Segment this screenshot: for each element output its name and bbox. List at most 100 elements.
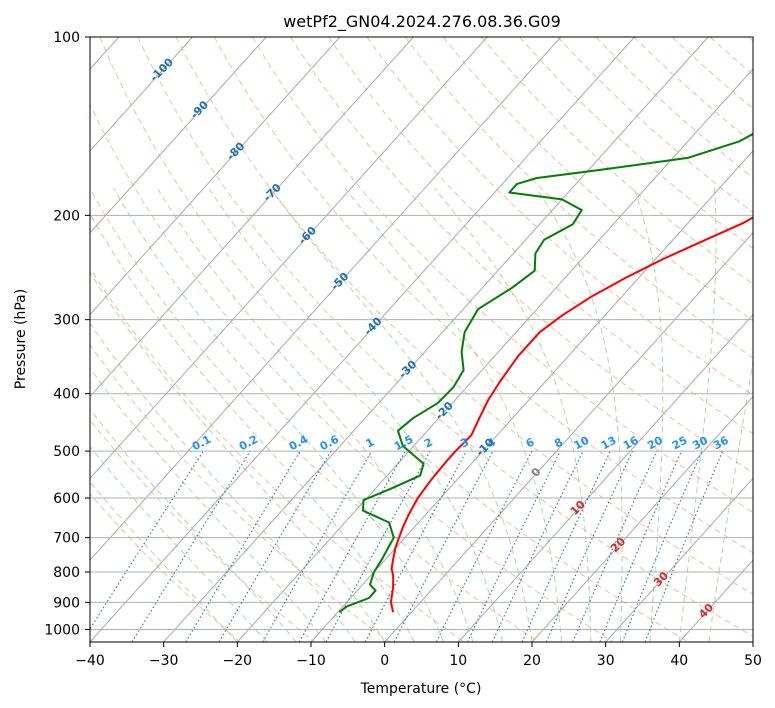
moist-adiabat bbox=[535, 187, 623, 642]
mixing-ratio-line bbox=[621, 450, 703, 642]
mixing-ratio-line bbox=[521, 450, 611, 642]
mixing-ratio-line bbox=[298, 450, 406, 642]
moist-adiabat bbox=[156, 187, 474, 642]
mixing-ratio-line bbox=[185, 450, 301, 642]
moist-adiabat bbox=[90, 408, 297, 642]
moist-adiabat bbox=[90, 212, 415, 642]
dry-adiabat bbox=[557, 37, 753, 214]
mixing-ratio-label: 1.5 bbox=[392, 433, 415, 454]
mixing-ratio-label: 36 bbox=[711, 434, 731, 453]
x-tick-label: −10 bbox=[296, 653, 326, 669]
mixing-ratio-line bbox=[131, 450, 251, 642]
moist-adiabat bbox=[633, 188, 664, 642]
plot-series bbox=[338, 132, 753, 613]
y-tick-label: 200 bbox=[53, 208, 80, 224]
dry-adiabat bbox=[519, 37, 753, 249]
mixing-ratio-line bbox=[599, 450, 682, 642]
mixing-ratio-line bbox=[325, 450, 431, 642]
y-tick-label: 700 bbox=[53, 531, 80, 547]
moist-adiabat bbox=[113, 187, 445, 642]
isotherm-line bbox=[90, 37, 193, 152]
x-tick-label: 30 bbox=[597, 653, 615, 669]
dry-adiabat bbox=[213, 37, 753, 554]
y-tick-label: 400 bbox=[53, 387, 80, 403]
y-tick-label: 500 bbox=[53, 444, 80, 460]
mixing-ratio-line bbox=[90, 450, 204, 630]
moist-adiabat bbox=[90, 271, 386, 642]
isotherm-line bbox=[90, 37, 488, 480]
isotherm-line bbox=[90, 37, 414, 398]
isotherm-line bbox=[605, 477, 753, 642]
dry-adiabat bbox=[90, 343, 390, 642]
isotherm-line bbox=[90, 37, 267, 234]
y-tick-label: 1000 bbox=[44, 622, 80, 638]
x-tick-label: −30 bbox=[149, 653, 179, 669]
mixing-ratio-line bbox=[435, 450, 533, 642]
moist-adiabat bbox=[90, 322, 356, 642]
x-axis: −40 −30 −20 −10 0 10 20 30 40 50 bbox=[75, 642, 762, 669]
mixing-ratio-label: 20 bbox=[645, 434, 665, 453]
x-tick-label: −40 bbox=[75, 653, 105, 669]
x-tick-label: 10 bbox=[449, 653, 467, 669]
y-tick-label: 600 bbox=[53, 491, 80, 507]
moist-adiabat bbox=[90, 481, 238, 642]
dry-adiabat bbox=[99, 37, 689, 642]
mixing-ratio-line bbox=[644, 450, 724, 642]
isotherm-line bbox=[90, 37, 341, 316]
moist-adiabat bbox=[344, 187, 562, 642]
y-axis-label: Pressure (hPa) bbox=[13, 289, 29, 389]
x-tick-label: 20 bbox=[523, 653, 541, 669]
isotherm-line bbox=[163, 37, 709, 642]
isotherm-line bbox=[90, 37, 562, 561]
moist-adiabat bbox=[208, 187, 503, 642]
mixing-ratio-line bbox=[262, 450, 373, 642]
mixing-ratio-label: 30 bbox=[690, 434, 710, 453]
x-tick-label: 50 bbox=[744, 653, 762, 669]
moist-adiabat bbox=[90, 445, 268, 642]
x-tick-label: 40 bbox=[670, 653, 688, 669]
dry-adiabat bbox=[404, 37, 753, 359]
mixing-ratio-label: 16 bbox=[621, 434, 641, 453]
y-axis: 100 200 300 400 500 600 700 800 900 1000 bbox=[44, 30, 90, 638]
mixing-ratio-line bbox=[467, 450, 561, 642]
mixing-ratio-line bbox=[572, 450, 658, 642]
moist-adiabat bbox=[269, 187, 533, 642]
isotherm-line bbox=[752, 641, 753, 642]
x-tick-label: −20 bbox=[223, 653, 253, 669]
dry-adiabat bbox=[90, 418, 316, 642]
mixing-ratio-label: 2 bbox=[422, 435, 435, 450]
y-tick-label: 100 bbox=[53, 30, 80, 46]
isotherm-line bbox=[310, 150, 753, 642]
mixing-ratio-label: 1 bbox=[364, 435, 377, 450]
x-tick-label: 0 bbox=[380, 653, 389, 669]
mixing-ratio-label: 25 bbox=[670, 434, 690, 453]
dry-adiabat bbox=[137, 37, 753, 637]
chart-title: wetPf2_GN04.2024.276.08.36.G09 bbox=[283, 12, 561, 32]
dry-adiabat bbox=[366, 37, 753, 396]
dry-adiabat bbox=[442, 37, 753, 322]
dry-adiabat bbox=[595, 37, 753, 179]
isotherm-line bbox=[236, 68, 753, 642]
moist-adiabat bbox=[90, 367, 327, 642]
dry-adiabat bbox=[251, 37, 753, 513]
mixing-ratio-label: 0.6 bbox=[318, 433, 342, 454]
isotherm-line bbox=[457, 313, 753, 642]
dry-adiabat bbox=[633, 37, 753, 144]
mixing-ratio-label: 0.4 bbox=[287, 433, 311, 454]
dry-adiabat bbox=[90, 103, 614, 642]
mixing-ratio-label: 13 bbox=[599, 434, 619, 453]
moist-adiabat bbox=[434, 187, 592, 642]
y-tick-label: 900 bbox=[53, 595, 80, 611]
dry-adiabat bbox=[748, 37, 753, 42]
isotherm-line bbox=[531, 395, 753, 642]
moist-adiabat bbox=[678, 188, 717, 642]
dry-adiabat bbox=[90, 267, 465, 642]
temperature-profile bbox=[389, 216, 753, 613]
plot-frame bbox=[89, 36, 754, 643]
plot-background bbox=[90, 37, 753, 642]
mixing-ratio-line bbox=[545, 450, 633, 642]
dry-adiabat bbox=[328, 37, 753, 435]
isotherm-line bbox=[384, 231, 753, 642]
dry-adiabat bbox=[90, 493, 241, 642]
